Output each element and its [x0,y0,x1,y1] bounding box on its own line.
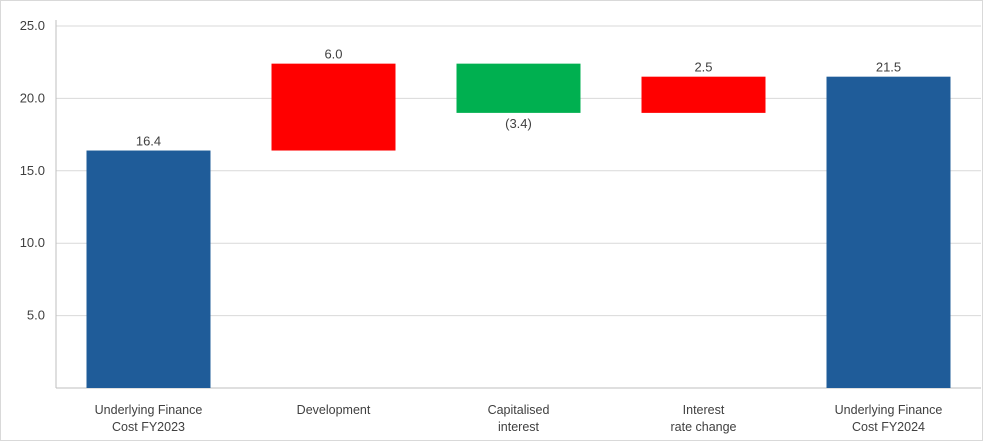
bar-total [86,150,211,388]
category-label: interest [498,420,540,434]
y-tick-label: 15.0 [20,163,45,178]
bar-decrease [456,63,581,113]
axes: 5.0 10.0 15.0 20.0 25.0 [20,18,981,389]
data-label: 21.5 [876,60,901,75]
bar-increase [271,63,396,151]
bars [86,63,951,389]
data-label: 6.0 [324,47,342,62]
category-label: Underlying Finance [835,403,943,417]
bar-total [826,76,951,389]
category-label: rate change [670,420,736,434]
y-tick-label: 5.0 [27,308,45,323]
y-tick-label: 25.0 [20,18,45,33]
category-label: Underlying Finance [95,403,203,417]
data-labels: 16.4 6.0 (3.4) 2.5 21.5 [136,47,901,149]
y-tick-label: 10.0 [20,235,45,250]
y-tick-label: 20.0 [20,90,45,105]
data-label: 2.5 [694,60,712,75]
data-label: (3.4) [505,116,532,131]
category-label: Development [297,403,371,417]
category-label: Interest [683,403,725,417]
category-labels: Underlying Finance Cost FY2023 Development… [95,403,943,434]
category-label: Capitalised [488,403,550,417]
data-label: 16.4 [136,134,161,149]
category-label: Cost FY2024 [852,420,925,434]
category-label: Cost FY2023 [112,420,185,434]
bar-increase [641,76,766,113]
